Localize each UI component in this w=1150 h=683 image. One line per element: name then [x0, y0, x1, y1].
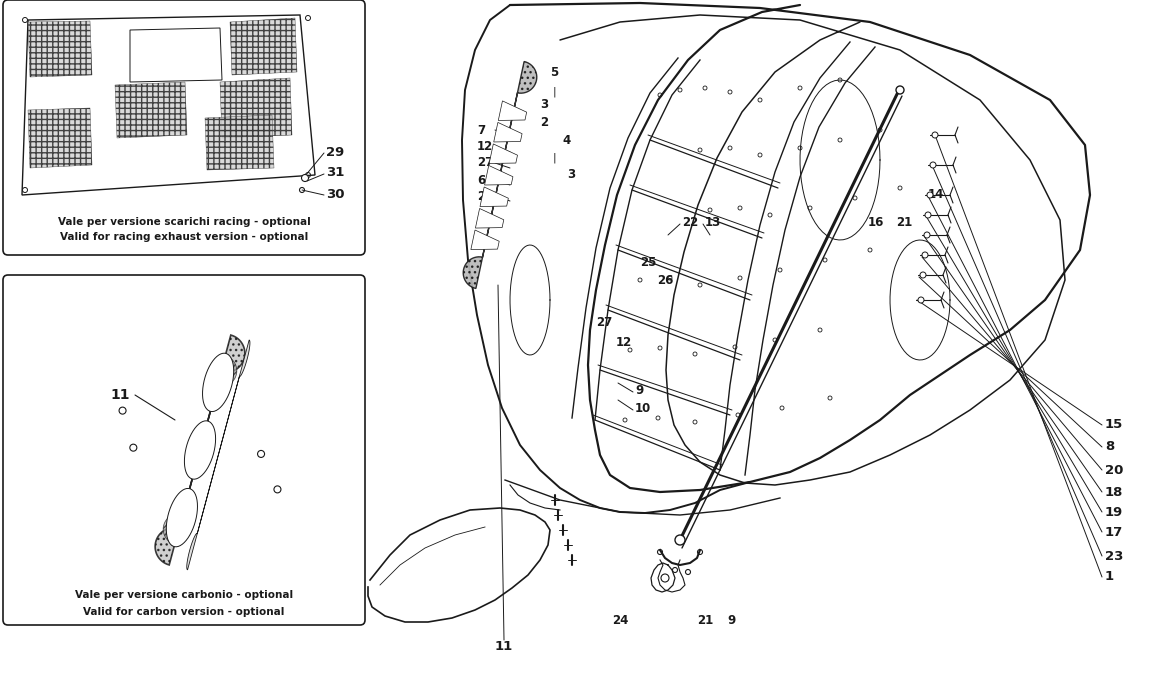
Text: 1: 1 — [1105, 570, 1114, 583]
Circle shape — [130, 444, 137, 451]
Polygon shape — [115, 82, 187, 138]
Text: 17: 17 — [1105, 525, 1124, 538]
Text: |: | — [553, 87, 557, 97]
FancyBboxPatch shape — [3, 275, 365, 625]
Text: 28: 28 — [477, 189, 493, 202]
Text: 26: 26 — [657, 273, 674, 286]
Polygon shape — [475, 208, 504, 228]
Text: 29: 29 — [325, 145, 344, 158]
Circle shape — [120, 407, 126, 414]
Polygon shape — [470, 230, 499, 249]
Circle shape — [927, 192, 933, 198]
Text: Valid for racing exhaust version - optional: Valid for racing exhaust version - optio… — [60, 232, 308, 242]
Text: 9: 9 — [635, 383, 643, 397]
Text: 31: 31 — [325, 167, 344, 180]
Text: 8: 8 — [1105, 441, 1114, 454]
Polygon shape — [498, 101, 527, 120]
Text: 5: 5 — [550, 66, 558, 79]
Circle shape — [925, 212, 932, 218]
Polygon shape — [186, 340, 250, 570]
Polygon shape — [230, 18, 297, 75]
Text: 12: 12 — [616, 335, 633, 348]
Text: 13: 13 — [705, 216, 721, 229]
Polygon shape — [480, 187, 508, 206]
Text: 3: 3 — [567, 169, 575, 182]
Text: 11: 11 — [110, 388, 130, 402]
Text: 27: 27 — [477, 156, 493, 169]
Text: 2: 2 — [540, 115, 549, 128]
Text: 30: 30 — [325, 188, 345, 201]
Text: Valid for carbon version - optional: Valid for carbon version - optional — [83, 607, 285, 617]
Polygon shape — [155, 335, 245, 565]
Polygon shape — [28, 108, 92, 168]
Polygon shape — [205, 115, 274, 170]
Polygon shape — [484, 165, 513, 185]
Circle shape — [922, 252, 928, 258]
Text: 16: 16 — [868, 216, 884, 229]
Circle shape — [896, 86, 904, 94]
Circle shape — [301, 174, 308, 182]
Text: 18: 18 — [1105, 486, 1124, 499]
Text: 11: 11 — [494, 639, 513, 652]
Text: 27: 27 — [596, 316, 612, 329]
Polygon shape — [463, 61, 537, 288]
Polygon shape — [167, 488, 198, 547]
Text: 21: 21 — [697, 613, 713, 626]
Circle shape — [923, 232, 930, 238]
Text: 24: 24 — [612, 613, 628, 626]
Polygon shape — [163, 356, 237, 544]
Text: 22: 22 — [682, 216, 698, 229]
Text: 21: 21 — [896, 216, 912, 229]
Text: 14: 14 — [928, 189, 944, 201]
Text: 6: 6 — [477, 173, 485, 186]
Polygon shape — [489, 144, 518, 163]
Text: 19: 19 — [1105, 505, 1124, 518]
Text: |: | — [553, 153, 557, 163]
Text: 12: 12 — [477, 141, 493, 154]
Text: Vale per versione carbonio - optional: Vale per versione carbonio - optional — [75, 590, 293, 600]
Polygon shape — [202, 353, 233, 412]
Text: Vale per versione scarichi racing - optional: Vale per versione scarichi racing - opti… — [58, 217, 310, 227]
Text: 7: 7 — [477, 124, 485, 137]
Text: 4: 4 — [562, 133, 570, 146]
Circle shape — [274, 486, 281, 493]
Circle shape — [930, 162, 936, 168]
Circle shape — [258, 450, 264, 458]
Circle shape — [920, 272, 926, 278]
Polygon shape — [220, 78, 292, 138]
Text: 15: 15 — [1105, 419, 1124, 432]
Text: 23: 23 — [1105, 550, 1124, 563]
Text: 10: 10 — [635, 402, 651, 415]
Text: 9: 9 — [728, 613, 736, 626]
Circle shape — [932, 132, 938, 138]
Text: 25: 25 — [641, 255, 657, 268]
FancyBboxPatch shape — [3, 0, 365, 255]
Circle shape — [675, 535, 685, 545]
Polygon shape — [28, 21, 92, 77]
Polygon shape — [493, 122, 522, 142]
Circle shape — [918, 297, 923, 303]
Text: 20: 20 — [1105, 464, 1124, 477]
Polygon shape — [184, 421, 215, 479]
Text: 3: 3 — [540, 98, 549, 111]
